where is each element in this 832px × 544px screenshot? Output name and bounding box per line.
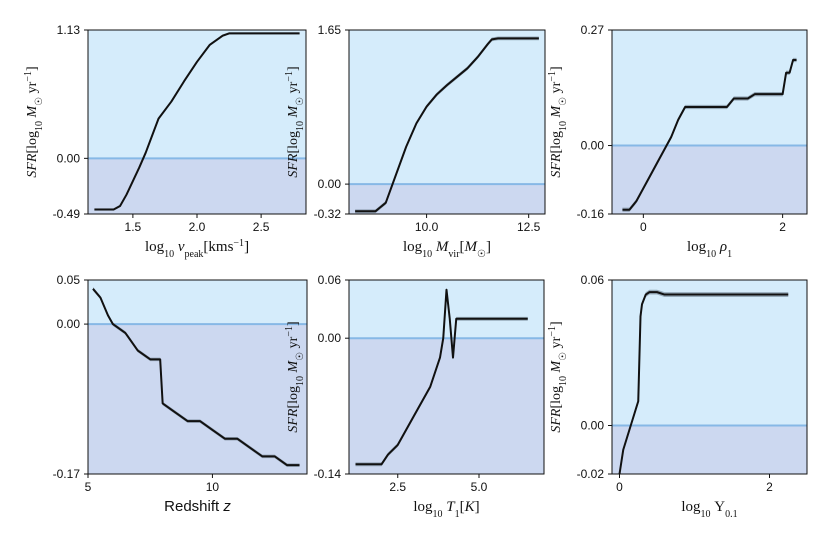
above-zero-region [88, 280, 307, 325]
x-axis-label: log10 vpeak[kms−1] [145, 238, 249, 260]
x-axis-label: log10 ρ1 [687, 239, 732, 260]
sfr-curve [355, 37, 539, 213]
y-tick-label: 0.00 [57, 317, 81, 331]
y-axis-label: SFR[log10 M☉ yr−1] [23, 66, 45, 177]
above-zero-region [612, 280, 807, 426]
below-zero-region [88, 158, 306, 214]
x-tick-label: 2.5 [253, 220, 270, 234]
sfr-curve [94, 32, 300, 211]
y-tick-label: -0.16 [577, 207, 605, 221]
sfr-curve [355, 288, 528, 466]
below-zero-region [612, 425, 807, 474]
y-tick-label: 1.65 [318, 23, 342, 37]
subplot-5: 2.5 5.0 -0.14 0.00 0.06 log10 T1[K] SFR[log10 … [284, 273, 545, 520]
y-tick-label: -0.32 [314, 207, 342, 221]
axes-frame [348, 279, 545, 475]
x-axis-label: log10 Mvir[M☉] [403, 239, 491, 260]
axes-frame [87, 279, 308, 475]
axes-frame [348, 29, 546, 215]
below-zero-region [349, 338, 544, 474]
sfr-curve [618, 291, 789, 475]
above-zero-region [349, 30, 545, 185]
y-tick-label: 0.00 [581, 419, 605, 433]
x-tick-label: 0 [616, 480, 623, 494]
sfr-curve [92, 288, 300, 467]
y-tick-label: 0.05 [57, 273, 81, 287]
y-axis-label: SFR[log10 M☉ yr−1] [547, 66, 569, 177]
y-tick-label: 0.00 [318, 331, 342, 345]
y-tick-label: 0.06 [581, 273, 605, 287]
y-tick-label: -0.14 [314, 467, 342, 481]
subplot-1: 1.5 2.0 2.5 -0.49 0.00 1.13 log10 vpeak[kms−1]… [23, 23, 307, 260]
x-tick-label: 0 [640, 220, 647, 234]
below-zero-region [349, 184, 545, 214]
y-axis-label: SFR[log10 M☉ yr−1] [284, 66, 306, 177]
x-tick-label: 2 [766, 480, 773, 494]
y-tick-label: 0.27 [581, 23, 605, 37]
x-tick-label: 2 [779, 220, 786, 234]
x-axis-label: log10 T1[K] [413, 499, 479, 520]
subplot-3: 0 2 -0.16 0.00 0.27 log10 ρ1 SFR[log10 M☉ yr−1… [547, 23, 808, 260]
y-tick-label: 0.00 [581, 139, 605, 153]
x-tick-label: 10.0 [415, 220, 439, 234]
y-tick-label: 0.00 [318, 177, 342, 191]
sfr-curve [622, 58, 797, 211]
subplot-4: 5 10 -0.17 0.00 0.05 Redshift z [53, 273, 308, 515]
y-tick-label: -0.17 [53, 467, 81, 481]
y-tick-label: -0.49 [53, 207, 81, 221]
y-tick-label: 0.00 [57, 151, 81, 165]
y-tick-label: 0.06 [318, 273, 342, 287]
y-tick-label: 1.13 [57, 23, 81, 37]
x-tick-label: 5.0 [471, 480, 488, 494]
x-axis-label: Redshift z [164, 498, 231, 515]
x-tick-label: 12.5 [517, 220, 541, 234]
y-tick-label: -0.02 [577, 467, 605, 481]
x-tick-label: 2.5 [389, 480, 406, 494]
subplot-2: 10.0 12.5 -0.32 0.00 1.65 log10 Mvir[M☉] SFR[l… [284, 23, 546, 260]
below-zero-region [88, 324, 307, 474]
y-axis-label: SFR[log10 M☉ yr−1] [547, 321, 569, 432]
x-tick-label: 10 [206, 480, 220, 494]
x-axis-label: log10 Υ0.1 [681, 499, 737, 520]
x-tick-label: 1.5 [125, 220, 142, 234]
axes-frame [611, 279, 808, 475]
above-zero-region [88, 30, 306, 159]
subplot-6: 0 2 -0.02 0.00 0.06 log10 Υ0.1 SFR[log10 M☉ yr… [547, 273, 808, 520]
axes-frame [611, 29, 808, 215]
x-tick-label: 2.0 [189, 220, 206, 234]
above-zero-region [612, 30, 807, 146]
y-axis-label: SFR[log10 M☉ yr−1] [284, 321, 306, 432]
x-tick-label: 5 [85, 480, 92, 494]
below-zero-region [612, 145, 807, 214]
